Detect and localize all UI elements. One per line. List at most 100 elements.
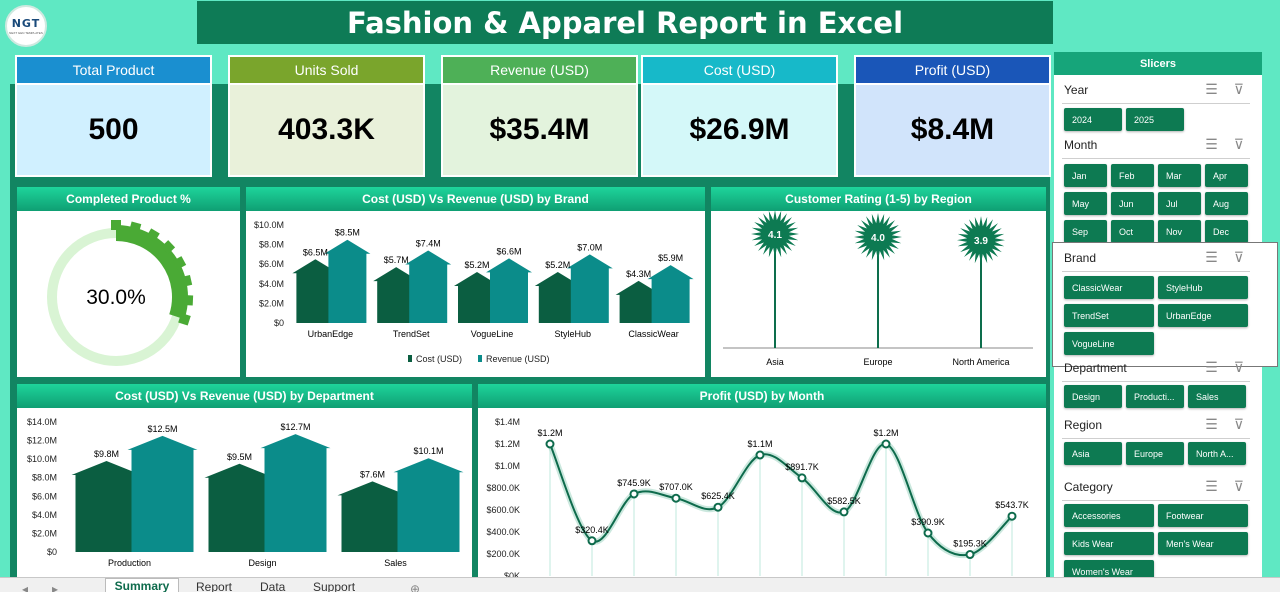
slicer-month-item[interactable]: Jul [1158,192,1201,215]
donut-gear-tooth [146,228,160,243]
department-chart: $0 $2.0M $4.0M $6.0M $8.0M $10.0M $12.0M $14.0M… [27,417,464,568]
slicer-month-item[interactable]: Apr [1205,164,1248,187]
rating-starburst-marker [854,213,902,261]
clear-filter-icon[interactable]: ⊽ [1233,416,1244,432]
cost-data-label: $9.8M [94,449,119,459]
slicer-brand-item[interactable]: UrbanEdge [1158,304,1248,327]
slicer-icons: ☰ ⊽ [1205,136,1244,153]
revenue-bar [486,258,532,323]
sheet-tab-bar [0,577,1280,592]
slicer-region-item[interactable]: Europe [1126,442,1184,465]
tab-scroll-left-icon[interactable]: ◂ [22,582,29,592]
x-category-label: StyleHub [555,329,592,339]
multi-select-icon[interactable]: ☰ [1205,136,1218,152]
legend-cost-swatch [408,355,412,362]
y-tick-label: $4.0M [32,510,57,520]
tab-data[interactable]: Data [260,580,286,592]
multi-select-icon[interactable]: ☰ [1205,478,1218,494]
x-category-label: Production [108,558,151,568]
slicer-category-item[interactable]: Kids Wear [1064,532,1154,555]
tab-report[interactable]: Report [196,580,233,592]
kpi-card: Profit (USD) $8.4M [854,55,1051,177]
y-tick-label: $8.0M [259,240,284,250]
slicer-year-item[interactable]: 2024 [1064,108,1122,131]
slicer-region-item[interactable]: Asia [1064,442,1122,465]
profit-point [881,439,891,449]
profit-point [587,536,597,546]
logo-subtext: NEXT GEN TEMPLATES [9,31,43,35]
donut-value-label: 30.0% [86,286,146,309]
x-category-label: Sales [384,558,407,568]
clear-filter-icon[interactable]: ⊽ [1233,249,1244,265]
slicer-brand-item[interactable]: StyleHub [1158,276,1248,299]
x-category-label: UrbanEdge [308,329,354,339]
profit-data-label: $891.7K [785,462,819,472]
y-tick-label: $6.0M [259,259,284,269]
slicer-category-item[interactable]: Accessories [1064,504,1154,527]
slicer-brand-item[interactable]: TrendSet [1064,304,1154,327]
tab-summary[interactable]: Summary [105,578,179,592]
profit-point [1007,511,1017,521]
donut-gear-tooth [129,221,142,234]
x-category-label: ClassicWear [628,329,678,339]
profit-data-label: $707.0K [659,482,693,492]
department-chart-panel[interactable]: Cost (USD) Vs Revenue (USD) by Departmen… [17,384,472,577]
tab-scroll-right-icon[interactable]: ▸ [52,582,59,592]
slicer-month-item[interactable]: Sep [1064,220,1107,243]
profit-point [839,507,849,517]
clear-filter-icon[interactable]: ⊽ [1233,136,1244,152]
slicer-divider [1062,381,1250,382]
y-tick-label: $400.0K [486,527,520,537]
slicer-brand-item[interactable]: ClassicWear [1064,276,1154,299]
x-category-label: North America [952,357,1009,367]
kpi-label: Total Product [17,57,210,83]
slicer-region-item[interactable]: North A... [1188,442,1246,465]
slicer-category-item[interactable]: Footwear [1158,504,1248,527]
slicer-month-item[interactable]: Feb [1111,164,1154,187]
multi-select-icon[interactable]: ☰ [1205,359,1218,375]
slicer-month-item[interactable]: May [1064,192,1107,215]
multi-select-icon[interactable]: ☰ [1205,249,1218,265]
profit-data-label: $543.7K [995,500,1029,510]
revenue-bar [405,250,452,323]
rating-chart-panel[interactable]: Customer Rating (1-5) by Region 4.1 Asia 4… [711,187,1046,377]
kpi-value: $35.4M [443,85,636,175]
clear-filter-icon[interactable]: ⊽ [1233,359,1244,375]
slicer-month-item[interactable]: Mar [1158,164,1201,187]
revenue-data-label: $5.9M [658,253,683,263]
slicers-title: Slicers [1054,52,1262,75]
profit-data-label: $195.3K [953,539,987,549]
tab-support[interactable]: Support [313,580,356,592]
page-title: Fashion & Apparel Report in Excel [346,5,904,40]
cost-data-label: $9.5M [227,452,252,462]
y-tick-label: $4.0M [259,279,284,289]
slicer-month-item[interactable]: Nov [1158,220,1201,243]
slicer-brand-header: Brand [1064,251,1097,265]
slicer-category-item[interactable]: Men's Wear [1158,532,1248,555]
multi-select-icon[interactable]: ☰ [1205,81,1218,97]
slicer-month-item[interactable]: Aug [1205,192,1248,215]
y-tick-label: $1.0M [495,461,520,471]
slicer-month-item[interactable]: Jun [1111,192,1154,215]
multi-select-icon[interactable]: ☰ [1205,416,1218,432]
completed-product-panel[interactable]: Completed Product % 30.0% [17,187,240,377]
slicer-month-item[interactable]: Oct [1111,220,1154,243]
y-tick-label: $1.4M [495,417,520,427]
revenue-data-label: $12.7M [280,422,310,432]
slicer-month-item[interactable]: Dec [1205,220,1248,243]
slicer-department-item[interactable]: Producti... [1126,385,1184,408]
cost-bar [71,461,142,552]
clear-filter-icon[interactable]: ⊽ [1233,478,1244,494]
slicer-year-item[interactable]: 2025 [1126,108,1184,131]
profit-point [545,439,555,449]
clear-filter-icon[interactable]: ⊽ [1233,81,1244,97]
slicer-brand-item[interactable]: VogueLine [1064,332,1154,355]
add-sheet-icon[interactable]: ⊕ [410,582,421,592]
slicer-department-item[interactable]: Sales [1188,385,1246,408]
logo-text: NGT [11,17,41,30]
brand-chart-panel[interactable]: Cost (USD) Vs Revenue (USD) by Brand $0 $… [246,187,705,377]
slicer-month-item[interactable]: Jan [1064,164,1107,187]
profit-chart-panel[interactable]: Profit (USD) by Month $0K $200.0K $400.0K $… [478,384,1046,577]
rating-data-label: 4.1 [768,230,782,241]
slicer-department-item[interactable]: Design [1064,385,1122,408]
